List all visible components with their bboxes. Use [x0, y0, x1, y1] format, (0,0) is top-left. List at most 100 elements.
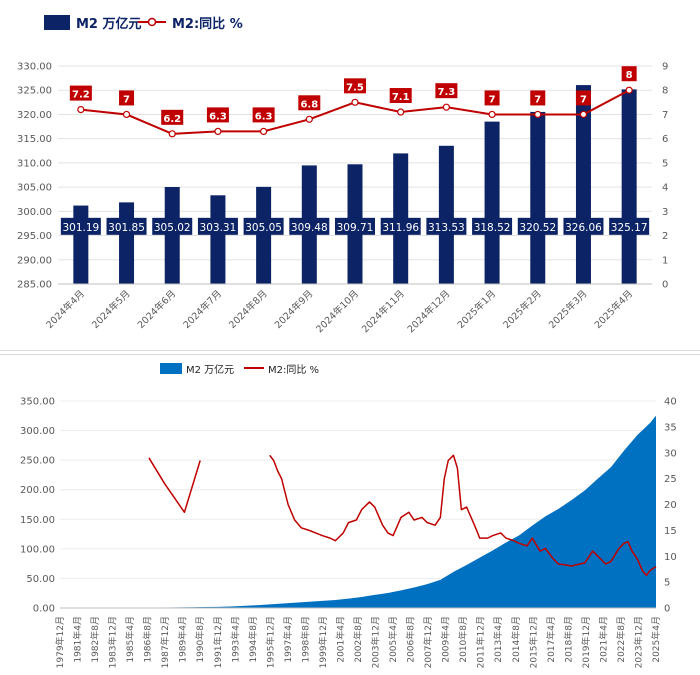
y-right-tick-label: 1	[662, 255, 668, 266]
x-tick-label: 1999年12月	[317, 616, 329, 668]
yoy-marker	[305, 115, 313, 123]
yoy-marker	[442, 103, 450, 111]
x-tick-label: 2019年12月	[580, 616, 592, 668]
yoy-label-bg	[435, 83, 458, 99]
y-left-tick-label: 320.00	[17, 110, 52, 121]
x-tick-label: 2024年9月	[272, 288, 315, 331]
m2-bar	[438, 145, 454, 284]
m2-bar-label: 305.05	[245, 222, 282, 234]
x-tick-label: 2015年12月	[527, 616, 539, 668]
yoy-label: 7	[534, 94, 541, 105]
m2-bar-label: 325.17	[611, 222, 648, 234]
x-tick-label: 2025年4月	[592, 288, 635, 331]
yoy-label-bg	[298, 95, 321, 111]
x-tick-label: 1990年8月	[194, 616, 206, 663]
yoy-label-bg	[344, 78, 366, 94]
m2-bar	[621, 89, 637, 284]
x-tick-label: 2014年8月	[510, 616, 522, 663]
top-x-axis: 2024年4月 2024年5月 2024年6月 2024年7月 2024年8月 2024年…	[44, 288, 636, 336]
legend-bar-label: M2 万亿元	[76, 16, 142, 32]
yoy-label: 6.3	[255, 111, 273, 122]
x-tick-label: 2021年4月	[597, 616, 609, 663]
y-left-tick-label: 310.00	[17, 158, 52, 169]
yoy-label: 7	[489, 94, 496, 105]
m2-bar-label-bg	[563, 217, 604, 235]
x-tick-label: 2010年8月	[457, 616, 469, 663]
yoy-label-bg	[484, 90, 500, 106]
legend-bar-swatch	[44, 15, 70, 30]
yoy-label: 7	[580, 94, 587, 105]
y-right-tick-label: 4	[662, 183, 668, 194]
y-right-tick-label: 5	[664, 578, 670, 589]
yoy-marker	[534, 110, 542, 119]
x-tick-label: 2025年2月	[501, 288, 544, 331]
x-tick-label: 2009年4月	[440, 616, 452, 663]
y-left-tick-label: 50.00	[26, 574, 55, 585]
x-tick-label: 2007年12月	[422, 616, 434, 668]
x-tick-label: 2024年6月	[135, 288, 178, 331]
x-tick-label: 1989年4月	[177, 616, 189, 663]
m2-bar	[119, 202, 135, 284]
m2-bar-label: 313.53	[428, 222, 465, 234]
m2-bar-label-bg	[426, 217, 467, 235]
m2-history-chart-canvas: M2 万亿元 M2:同比 % 0.0050.00100.00150.00200.…	[20, 363, 677, 668]
m2-bar-label: 303.31	[200, 222, 237, 234]
x-tick-label: 2025年1月	[455, 288, 498, 331]
x-tick-label: 2024年4月	[44, 288, 87, 331]
y-right-tick-label: 7	[662, 110, 668, 121]
x-tick-label: 1998年8月	[299, 616, 311, 663]
yoy-label: 6.3	[209, 111, 227, 122]
yoy-marker	[625, 86, 633, 94]
yoy-label: 7.2	[72, 90, 90, 101]
y-right-tick-label: 20	[664, 500, 677, 511]
m2-bar-label: 320.52	[519, 222, 556, 234]
m2-bar	[164, 187, 180, 284]
m2-bar	[530, 111, 546, 285]
m2-bar-label-bg	[289, 217, 330, 235]
x-tick-label: 2024年8月	[226, 288, 269, 331]
m2-area	[138, 415, 656, 608]
x-tick-label: 2013年4月	[492, 616, 504, 663]
y-left-tick-label: 290.00	[17, 255, 52, 266]
m2-bar-label: 309.48	[291, 222, 328, 234]
top-yoy-line	[77, 86, 633, 138]
legend-line-marker	[147, 17, 157, 27]
m2-bar	[484, 121, 500, 284]
x-tick-label: 1985年4月	[124, 616, 136, 663]
yoy-marker	[168, 130, 176, 138]
m2-bar-label-bg	[609, 217, 650, 235]
legend-line-label: M2:同比 %	[172, 16, 243, 32]
yoy-label-bg	[252, 107, 275, 123]
y-right-tick-label: 25	[664, 474, 677, 485]
yoy-label-bg	[206, 107, 229, 123]
y-left-tick-label: 250.00	[20, 456, 55, 467]
bottom-y-left-axis: 0.00 50.00 100.00 150.00 200.00 250.00 300.00 3…	[20, 397, 55, 615]
y-left-tick-label: 295.00	[17, 231, 52, 242]
y-right-tick-label: 0	[662, 280, 668, 291]
x-tick-label: 1993年4月	[229, 616, 241, 663]
m2-bar-label: 318.52	[474, 222, 511, 234]
yoy-label-bg	[69, 85, 92, 101]
x-tick-label: 2006年8月	[405, 616, 417, 663]
x-tick-label: 1981年4月	[72, 616, 84, 663]
x-tick-label: 2022年8月	[615, 616, 627, 663]
y-left-tick-label: 285.00	[17, 280, 52, 291]
y-right-tick-label: 6	[662, 134, 668, 145]
x-tick-label: 2025年3月	[546, 288, 589, 331]
x-tick-label: 1982年8月	[89, 616, 101, 663]
top-y-left-axis: 285.00 290.00 295.00 300.00 305.00 310.00 315.…	[17, 62, 52, 291]
top-y-right-axis: 0 1 2 3 4 5 6 7 8 9	[662, 62, 668, 291]
y-left-tick-label: 330.00	[17, 62, 52, 73]
m2-bar-label: 326.06	[565, 222, 602, 234]
y-right-tick-label: 35	[664, 422, 677, 433]
m2-bar-label: 301.19	[62, 222, 99, 234]
m2-bar-label-bg	[380, 217, 421, 235]
x-tick-label: 2003年12月	[370, 616, 382, 668]
yoy-label: 7.1	[392, 92, 410, 103]
y-right-tick-label: 8	[662, 86, 668, 97]
m2-bar-chart-canvas: M2 万亿元 M2:同比 % 285.00 290.00 295.00 300.00 3…	[17, 15, 668, 336]
yoy-line-segment	[148, 457, 201, 514]
y-right-tick-label: 5	[662, 158, 668, 169]
y-left-tick-label: 150.00	[20, 515, 55, 526]
yoy-label-bg	[119, 90, 135, 106]
